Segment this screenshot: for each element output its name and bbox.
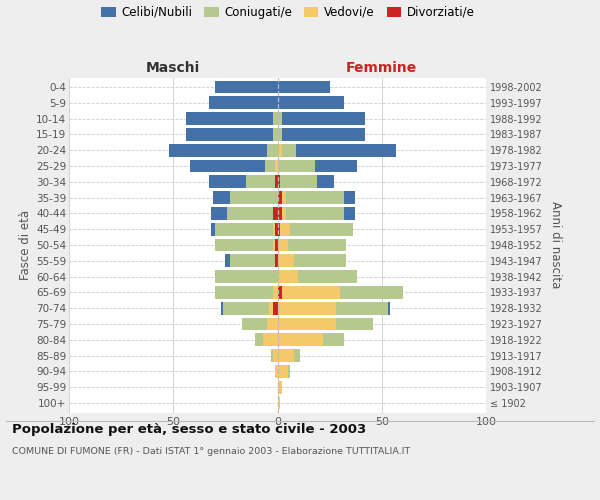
Bar [274,128,277,141]
Bar [267,144,277,156]
Bar [336,318,373,330]
Bar [242,318,267,330]
Bar [286,191,344,204]
Bar [215,222,274,235]
Bar [277,191,281,204]
Bar [277,80,329,94]
Bar [246,176,275,188]
Bar [274,302,277,314]
Bar [277,380,281,394]
Bar [277,112,281,125]
Bar [275,222,277,235]
Bar [340,286,403,299]
Bar [263,334,277,346]
Bar [271,349,274,362]
Bar [277,349,294,362]
Bar [186,112,274,125]
Bar [277,270,298,283]
Bar [315,160,357,172]
Bar [215,238,274,252]
Bar [288,238,346,252]
Bar [277,238,288,252]
Bar [221,302,223,314]
Bar [275,365,277,378]
Bar [265,160,275,172]
Bar [213,191,230,204]
Bar [275,254,277,268]
Bar [344,207,355,220]
Bar [277,144,281,156]
Bar [211,222,215,235]
Bar [274,222,275,235]
Bar [317,176,334,188]
Bar [215,270,277,283]
Bar [288,365,290,378]
Bar [275,160,277,172]
Y-axis label: Fasce di età: Fasce di età [19,210,32,280]
Bar [227,207,274,220]
Bar [254,334,263,346]
Bar [274,112,277,125]
Bar [281,207,286,220]
Bar [277,396,280,409]
Bar [277,365,288,378]
Bar [290,222,353,235]
Bar [274,238,275,252]
Bar [294,254,346,268]
Bar [298,270,357,283]
Bar [209,176,246,188]
Bar [277,286,281,299]
Bar [223,302,269,314]
Bar [186,128,274,141]
Bar [281,144,296,156]
Bar [190,160,265,172]
Bar [230,191,277,204]
Bar [274,286,277,299]
Bar [277,302,336,314]
Bar [277,128,281,141]
Bar [211,207,227,220]
Bar [280,222,290,235]
Y-axis label: Anni di nascita: Anni di nascita [550,202,562,288]
Legend: Celibi/Nubili, Coniugati/e, Vedovi/e, Divorziati/e: Celibi/Nubili, Coniugati/e, Vedovi/e, Di… [101,6,475,19]
Text: Popolazione per età, sesso e stato civile - 2003: Popolazione per età, sesso e stato civil… [12,424,366,436]
Bar [274,349,277,362]
Bar [277,207,281,220]
Bar [277,176,280,188]
Bar [323,334,344,346]
Bar [169,144,267,156]
Bar [277,160,315,172]
Bar [267,318,277,330]
Bar [277,96,344,110]
Bar [388,302,390,314]
Bar [230,254,275,268]
Bar [281,286,340,299]
Bar [209,96,277,110]
Bar [280,176,317,188]
Bar [275,238,277,252]
Bar [336,302,388,314]
Bar [215,286,274,299]
Bar [281,191,286,204]
Bar [275,176,277,188]
Bar [277,318,336,330]
Bar [274,207,277,220]
Bar [296,144,397,156]
Bar [226,254,230,268]
Bar [286,207,344,220]
Bar [277,222,280,235]
Text: Maschi: Maschi [146,61,200,75]
Bar [277,334,323,346]
Bar [294,349,301,362]
Bar [277,254,294,268]
Bar [281,112,365,125]
Bar [269,302,274,314]
Bar [281,128,365,141]
Text: Femmine: Femmine [346,61,418,75]
Text: COMUNE DI FUMONE (FR) - Dati ISTAT 1° gennaio 2003 - Elaborazione TUTTITALIA.IT: COMUNE DI FUMONE (FR) - Dati ISTAT 1° ge… [12,448,410,456]
Bar [344,191,355,204]
Bar [215,80,277,94]
